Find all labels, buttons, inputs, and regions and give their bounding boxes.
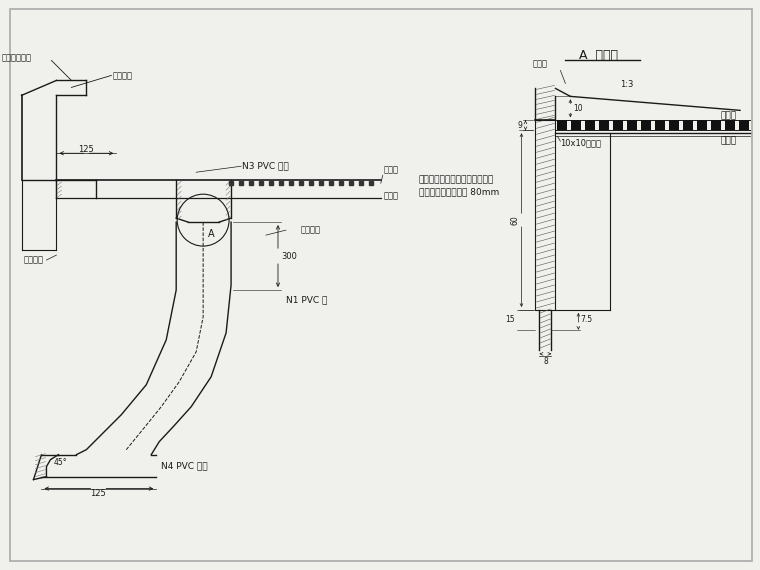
Text: 8: 8 <box>543 357 548 367</box>
Text: 60: 60 <box>511 215 520 225</box>
Text: 预制部件: 预制部件 <box>301 226 321 235</box>
Bar <box>557 120 568 131</box>
Text: 125: 125 <box>78 145 94 154</box>
Text: 混凝土抖缝缝: 混凝土抖缝缝 <box>2 53 31 62</box>
Text: 9: 9 <box>517 121 522 130</box>
Text: 防水涂料: 防水涂料 <box>112 71 132 80</box>
Bar <box>585 120 595 131</box>
Bar <box>613 120 623 131</box>
Bar <box>683 120 693 131</box>
Text: 7.5: 7.5 <box>581 315 593 324</box>
Bar <box>739 120 749 131</box>
Text: 进行封边处理，高度 80mm: 进行封边处理，高度 80mm <box>419 188 499 197</box>
Text: 10: 10 <box>573 104 583 113</box>
Text: 1:3: 1:3 <box>620 80 634 89</box>
Text: 预制部分: 预制部分 <box>24 255 43 264</box>
Text: 用聚氨酯防水涂料贴卷材附加层: 用聚氨酯防水涂料贴卷材附加层 <box>419 176 494 185</box>
Text: 防水层: 防水层 <box>384 192 399 201</box>
Text: A: A <box>207 229 214 239</box>
Text: A  示意图: A 示意图 <box>579 49 618 62</box>
Bar <box>627 120 637 131</box>
Bar <box>655 120 665 131</box>
Bar <box>536 120 556 310</box>
Text: 保护层: 保护层 <box>720 111 736 120</box>
Bar <box>670 120 679 131</box>
Bar <box>572 120 581 131</box>
Bar <box>725 120 735 131</box>
Text: N3 PVC 管盖: N3 PVC 管盖 <box>242 162 289 171</box>
Text: N4 PVC 彊头: N4 PVC 彊头 <box>161 461 207 470</box>
Bar <box>711 120 721 131</box>
Text: 125: 125 <box>90 489 106 498</box>
Text: 45°: 45° <box>53 458 67 467</box>
Text: 10x10嵌缝胶: 10x10嵌缝胶 <box>560 139 601 148</box>
Text: N1 PVC 管: N1 PVC 管 <box>286 295 328 304</box>
Bar <box>600 120 610 131</box>
Bar <box>641 120 651 131</box>
Bar <box>697 120 707 131</box>
Text: 300: 300 <box>281 251 297 260</box>
Text: 防水层: 防水层 <box>720 137 736 146</box>
Text: 保护层: 保护层 <box>384 166 399 175</box>
Text: 15: 15 <box>505 315 515 324</box>
Text: 排水坡: 排水坡 <box>533 59 548 68</box>
